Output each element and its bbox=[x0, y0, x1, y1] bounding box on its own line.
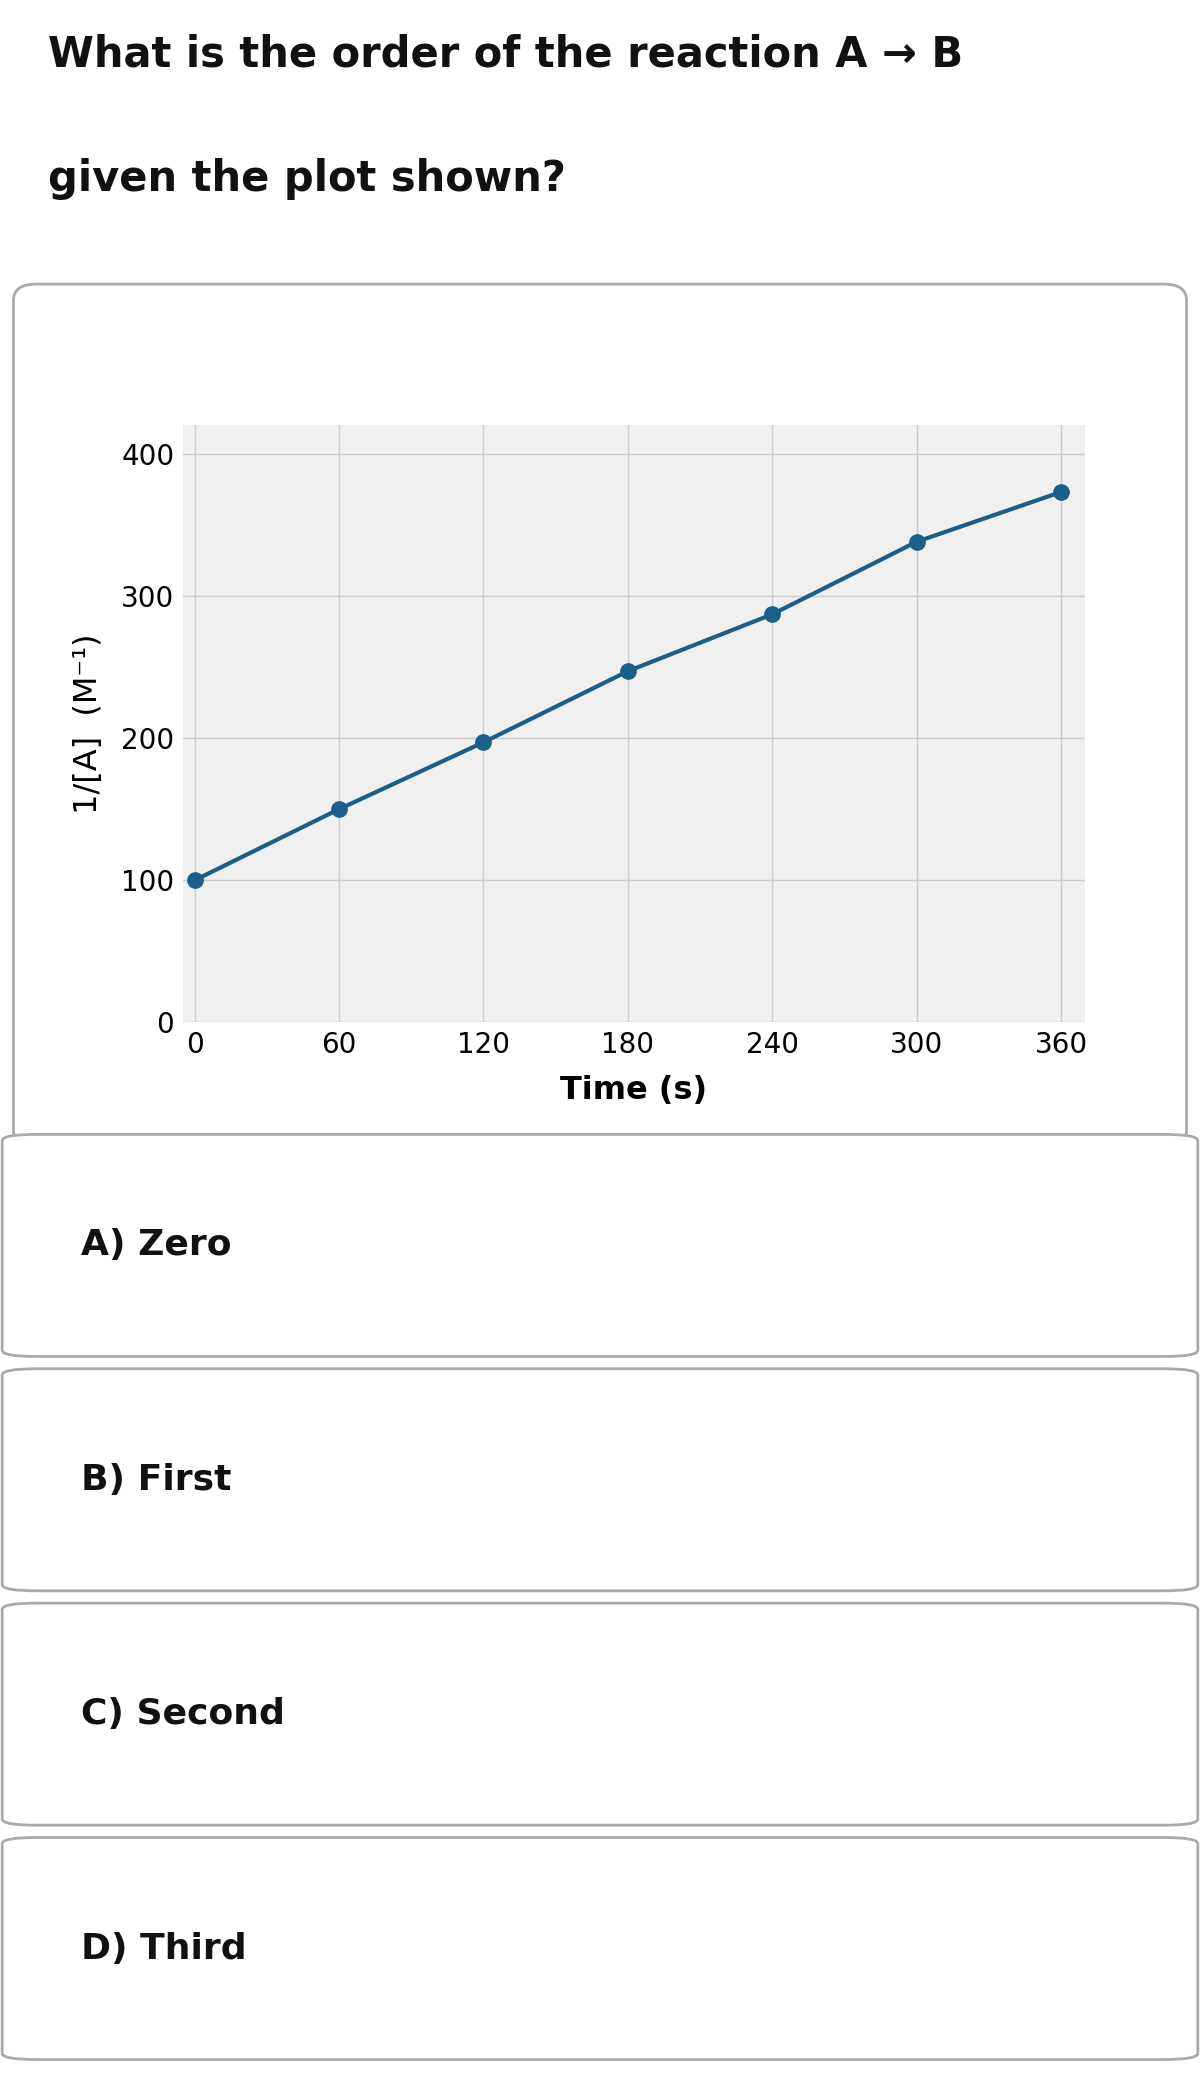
FancyBboxPatch shape bbox=[13, 284, 1187, 1147]
FancyBboxPatch shape bbox=[2, 1369, 1198, 1591]
Text: A) Zero: A) Zero bbox=[82, 1228, 232, 1263]
Text: given the plot shown?: given the plot shown? bbox=[48, 158, 566, 199]
Text: B) First: B) First bbox=[82, 1462, 232, 1497]
Text: D) Third: D) Third bbox=[82, 1931, 247, 1966]
FancyBboxPatch shape bbox=[2, 1603, 1198, 1825]
X-axis label: Time (s): Time (s) bbox=[560, 1076, 708, 1108]
FancyBboxPatch shape bbox=[2, 1134, 1198, 1356]
FancyBboxPatch shape bbox=[2, 1838, 1198, 2059]
Y-axis label: 1/[A]  (M⁻¹): 1/[A] (M⁻¹) bbox=[73, 633, 104, 815]
Text: C) Second: C) Second bbox=[82, 1697, 284, 1732]
Text: What is the order of the reaction A → B: What is the order of the reaction A → B bbox=[48, 33, 964, 75]
